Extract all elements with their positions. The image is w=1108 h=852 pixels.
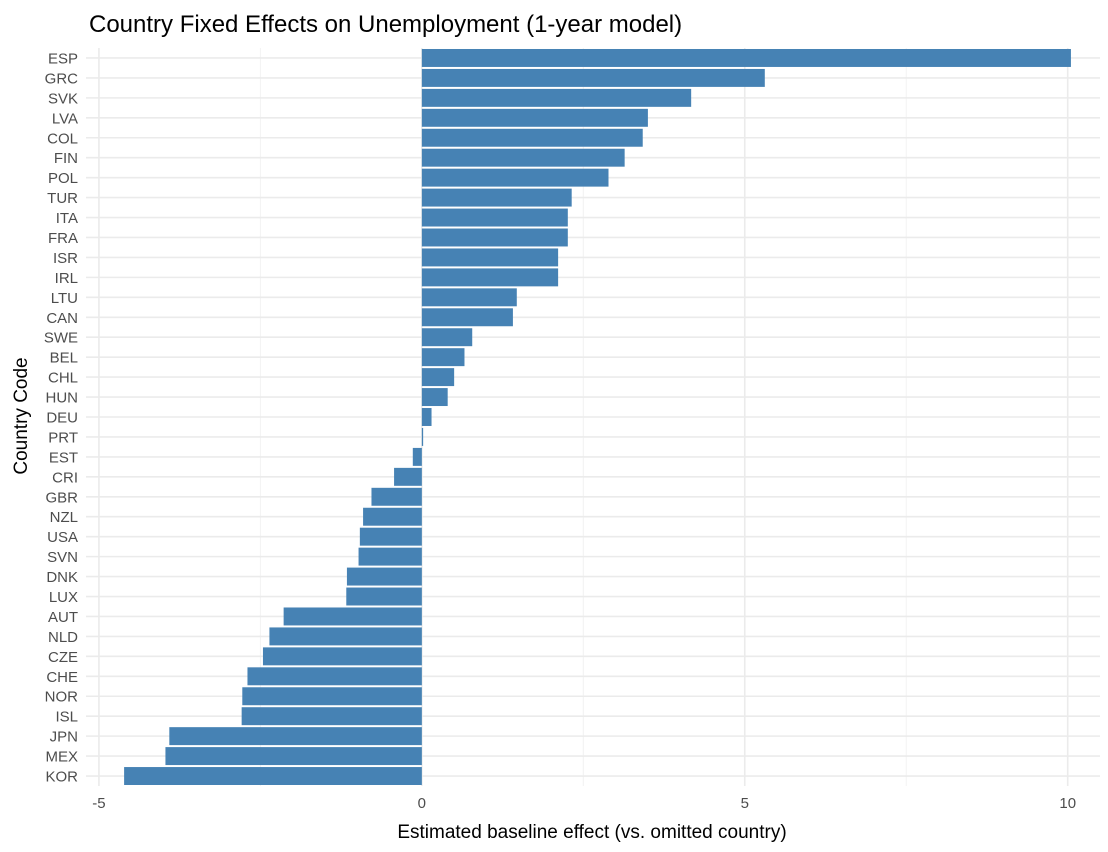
bar-nor	[242, 687, 422, 706]
y-tick-label: ITA	[56, 210, 78, 227]
y-tick-label: TUR	[47, 190, 78, 207]
bar-usa	[359, 527, 422, 546]
bar-dnk	[346, 567, 422, 586]
chart-title: Country Fixed Effects on Unemployment (1…	[89, 11, 682, 38]
y-tick-label: IRL	[55, 270, 78, 287]
bar-che	[247, 667, 422, 686]
y-axis-title: Country Code	[11, 357, 32, 474]
y-tick-label: BEL	[50, 350, 78, 367]
x-axis-title: Estimated baseline effect (vs. omitted c…	[397, 822, 786, 843]
y-tick-label: NZL	[50, 509, 78, 526]
y-tick-label: LUX	[49, 589, 78, 606]
bar-aut	[283, 607, 422, 626]
y-tick-label: EST	[49, 449, 78, 466]
y-tick-label: JPN	[50, 729, 78, 746]
y-tick-label: POL	[48, 170, 78, 187]
bar-fin	[421, 148, 625, 167]
y-tick-label: LVA	[52, 110, 78, 127]
bar-lva	[421, 108, 648, 127]
bar-isr	[421, 248, 559, 267]
bar-bel	[421, 348, 465, 367]
bar-pol	[421, 168, 609, 187]
y-tick-label: CHE	[46, 669, 78, 686]
y-tick-label: NOR	[45, 689, 79, 706]
bar-irl	[421, 268, 559, 287]
y-tick-label: PRT	[48, 429, 78, 446]
y-tick-labels: ESP GRC SVK LVA COL FIN POL TUR ITA FRA ISR IRL LTU C…	[44, 50, 78, 785]
x-tick-label: -5	[92, 795, 105, 812]
y-tick-label: SVK	[48, 90, 78, 107]
y-tick-label: USA	[47, 529, 78, 546]
bar-cri	[394, 467, 422, 486]
bar-ltu	[421, 288, 517, 307]
x-tick-label: 5	[741, 795, 749, 812]
x-tick-labels: -5 0 5 10	[92, 795, 1076, 812]
bar-nzl	[363, 507, 422, 526]
bar-svk	[421, 88, 692, 107]
y-tick-label: DEU	[46, 410, 78, 427]
bar-chl	[421, 368, 455, 387]
bar-tur	[421, 188, 572, 207]
y-tick-label: GRC	[45, 70, 79, 87]
y-tick-label: MEX	[45, 749, 78, 766]
y-tick-label: CZE	[48, 649, 78, 666]
bar-grc	[421, 68, 765, 87]
y-tick-label: HUN	[46, 390, 79, 407]
y-tick-label: CHL	[48, 370, 78, 387]
y-tick-label: SWE	[44, 330, 78, 347]
x-tick-label: 0	[418, 795, 426, 812]
bar-deu	[421, 408, 432, 426]
bar-nld	[269, 627, 422, 646]
y-tick-label: DNK	[46, 569, 78, 586]
bar-jpn	[169, 727, 422, 746]
y-tick-label: COL	[47, 130, 78, 147]
y-tick-label: ESP	[48, 50, 78, 67]
bar-mex	[165, 747, 422, 766]
bar-swe	[421, 328, 473, 347]
bar-prt	[421, 427, 424, 446]
bar-can	[421, 308, 513, 327]
y-tick-label: NLD	[48, 629, 78, 646]
y-tick-label: CRI	[52, 469, 78, 486]
y-tick-label: SVN	[47, 549, 78, 566]
bar-fra	[421, 228, 568, 247]
bar-kor	[124, 767, 422, 786]
y-tick-label: CAN	[46, 310, 78, 327]
bar-lux	[346, 587, 422, 606]
bar-ita	[421, 208, 568, 227]
y-tick-label: LTU	[51, 290, 78, 307]
bar-gbr	[371, 487, 422, 506]
y-tick-label: ISR	[53, 250, 78, 267]
y-tick-label: ISL	[55, 709, 78, 726]
bar-esp	[421, 48, 1071, 67]
bar-cze	[262, 647, 422, 666]
y-tick-label: KOR	[45, 769, 78, 786]
bar-isl	[241, 707, 422, 726]
y-tick-label: AUT	[48, 609, 78, 626]
bars-layer	[124, 48, 1071, 786]
bar-est	[412, 447, 422, 466]
y-tick-label: FIN	[54, 150, 78, 167]
y-tick-label: FRA	[48, 230, 78, 247]
x-tick-label: 10	[1059, 795, 1076, 812]
bar-hun	[421, 388, 448, 407]
bar-svn	[358, 547, 422, 566]
bar-col	[421, 128, 643, 147]
y-tick-label: GBR	[45, 489, 78, 506]
